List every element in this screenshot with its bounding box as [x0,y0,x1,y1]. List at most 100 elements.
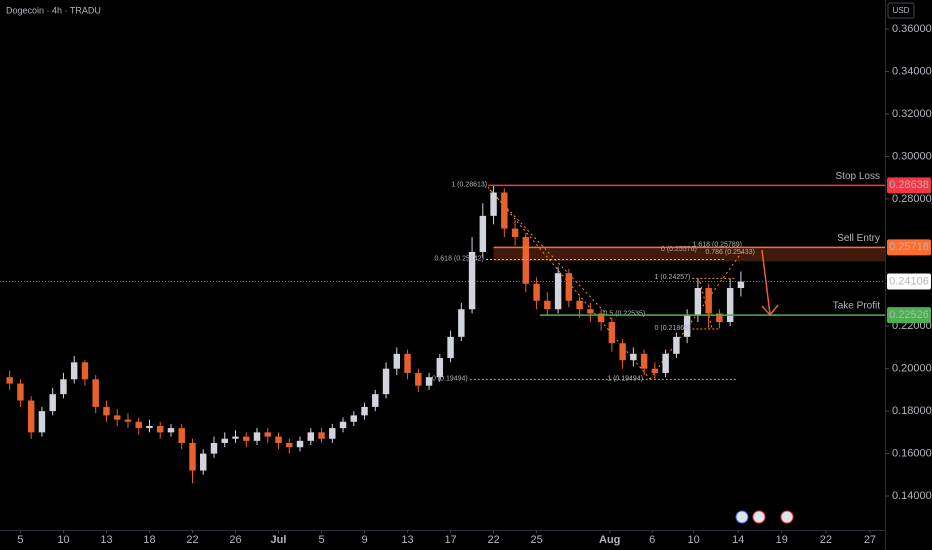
price-box-label: 0.22526 [889,309,929,321]
candle-body [178,428,185,443]
candle-body [533,283,540,301]
candle-body [436,358,444,378]
candle-body [92,379,99,407]
candle-body [694,288,702,316]
candle-body [17,383,24,401]
x-tick-label: 19 [776,534,788,546]
candle-body [200,453,207,471]
price-box [887,307,931,324]
candle-body [339,421,347,429]
candle-body [490,192,497,216]
x-tick-label: 13 [100,534,112,546]
x-tick-label: 22 [186,534,198,546]
y-tick-label: 0.28000 [892,193,932,205]
candle-body [501,192,508,229]
event-icons [735,510,794,524]
y-tick-label: 0.22000 [892,320,932,332]
x-tick-label: 6 [649,534,655,546]
candle-body [382,368,390,395]
candle-body [27,400,35,433]
y-tick-label: 0.18000 [892,405,932,417]
fib-label: 0 (0.19494) [432,375,468,382]
candle-body [447,336,454,359]
fib-label: 0.786 (0.25433) [705,249,754,256]
candle-body [393,353,401,369]
candle-body [726,288,734,322]
x-tick-label: 14 [732,534,744,546]
candle-body [38,411,46,433]
candle-body [124,419,132,422]
price-box [887,239,931,256]
candle-body [286,442,293,448]
currency-box [887,2,915,19]
candle-body [243,436,250,441]
candle-body [264,432,271,437]
candle-body [275,436,282,443]
x-tick-label: 13 [401,534,413,546]
x-tick-label: 27 [864,534,876,546]
candle-body [565,273,573,301]
x-tick-label: 18 [143,534,155,546]
candle-body [350,415,358,422]
candle-body [156,425,164,433]
price-box [887,177,931,194]
y-tick-label: 0.34000 [892,65,932,77]
currency-label: USD [893,6,910,15]
candle-body [167,428,175,433]
fib-label: 1 (0.19494) [607,375,643,382]
candle-body [146,425,153,429]
x-tick-label: Jul [271,534,287,546]
candle-body [662,353,669,373]
x-tick-label: 10 [687,534,699,546]
fib-label: 1.618 (0.25789) [693,242,742,249]
fib-label: 0 (0.21868) [655,325,691,332]
level-name: Take Profit [833,301,880,312]
candle-body [81,362,89,380]
candle-body [705,288,712,314]
chart-title: Dogecoin · 4h · TRADU [6,5,101,15]
y-tick-label: 0.20000 [892,363,932,375]
candle-body [372,394,379,407]
x-tick-label: 22 [820,534,832,546]
candle-body [673,336,680,354]
candle-body [651,368,659,373]
level-name: Stop Loss [836,171,880,182]
candle-body [587,309,594,314]
candle-body [70,362,78,380]
candle-body [597,313,605,322]
candle-body [253,432,261,441]
candle-body [458,309,465,337]
x-tick-label: 25 [530,534,542,546]
fib-label: 0.5 (0.22535) [604,311,646,318]
y-tick-label: 0.36000 [892,23,932,35]
candle-body [479,215,487,252]
candle-body [329,428,336,439]
candle-body [576,300,583,310]
candle-body [318,432,325,439]
level-name: Sell Entry [837,233,880,244]
x-tick-label: 5 [318,534,324,546]
fib-label: 1 (0.28613) [451,182,487,189]
fib-label: 0 (0.25576) [661,246,697,253]
candle-body [103,406,110,416]
candle-body [630,353,637,361]
candle-body [716,313,723,322]
candle-body [210,442,218,454]
fib-label: 0.618 (0.25142) [434,255,483,262]
candle-body [6,377,13,384]
candle-body [361,406,368,416]
candle-body [468,251,476,310]
candle-body [415,372,422,386]
x-tick-label: 26 [229,534,241,546]
candle-body [49,394,56,412]
candle-body [640,353,648,369]
y-tick-label: 0.32000 [892,108,932,120]
candle-body [296,440,304,448]
x-tick-label: 17 [444,534,456,546]
x-tick-label: Aug [599,534,620,546]
entry-zone [493,247,885,262]
y-tick-label: 0.16000 [892,447,932,459]
candle-body [307,432,314,441]
